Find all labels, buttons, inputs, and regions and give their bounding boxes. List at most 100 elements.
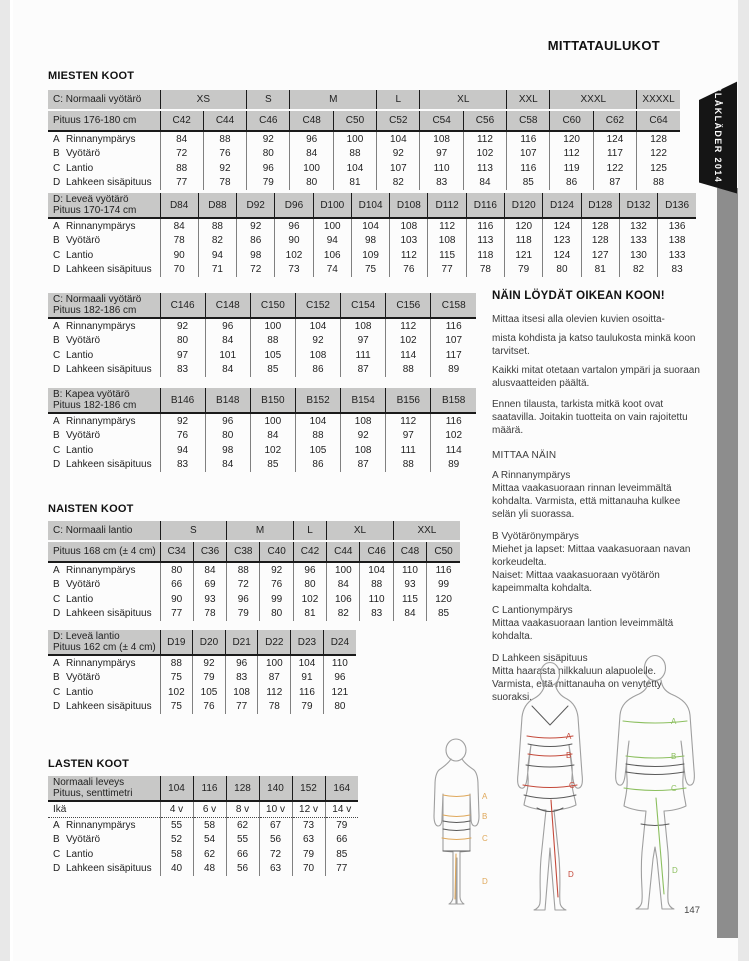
- size-code-header: B154: [340, 388, 386, 414]
- measurement-value: 62: [192, 847, 226, 862]
- size-code-header: D108: [389, 193, 428, 219]
- size-code-header: C38: [226, 541, 260, 563]
- measurement-value: 115: [427, 248, 467, 263]
- table-men-b-slim: B: Kapea vyötärö Pituus 182-186 cm B146 B14…: [48, 388, 476, 472]
- measurement-value: 104: [376, 131, 420, 147]
- measurement-value: 108: [427, 233, 467, 248]
- measurement-value: 88: [294, 428, 341, 443]
- size-group-header: XL: [419, 90, 507, 111]
- measurement-key: C: [53, 848, 61, 860]
- measurement-value: 122: [592, 161, 637, 176]
- measurement-key: D: [53, 177, 61, 189]
- size-code-header: C46: [246, 110, 290, 132]
- measurement-value: 84: [159, 131, 204, 147]
- measurement-value: 96: [204, 318, 251, 334]
- measurement-value: 55: [225, 832, 259, 847]
- size-code-header: C50: [332, 110, 377, 132]
- measurement-value: 85: [426, 606, 460, 621]
- measurement-value: 86: [294, 457, 341, 472]
- measurement-value: 80: [542, 262, 582, 277]
- measurement-value: 84: [159, 218, 199, 234]
- measurement-key: C: [53, 349, 61, 361]
- size-group-header: XXL: [392, 521, 460, 542]
- measurement-value: 90: [159, 248, 199, 263]
- measurement-value: 58: [159, 847, 193, 862]
- measurement-value: 70: [159, 262, 199, 277]
- measurement-value: 80: [289, 175, 334, 190]
- measurement-value: 84: [192, 562, 227, 578]
- measurement-value: 100: [249, 318, 296, 334]
- measurement-value: 116: [506, 131, 550, 147]
- table-label-line: Pituus 182-186 cm: [53, 400, 137, 411]
- measurement-row-label: A Rinnanympärys: [53, 657, 136, 669]
- measurement-value: 115: [392, 592, 427, 607]
- measurement-row-label: C Lantio: [53, 686, 94, 698]
- child-label-c: C: [482, 834, 488, 843]
- measurement-row-label: D Lahkeen sisäpituus: [53, 608, 152, 620]
- measurement-row-label: A Rinnanympärys: [53, 133, 136, 145]
- measurement-value: 83: [359, 606, 394, 621]
- measurement-value: 88: [385, 457, 431, 472]
- measurement-value: 102: [249, 443, 296, 458]
- measurement-value: 83: [419, 175, 464, 190]
- measurement-row-label: C Lantio: [53, 349, 94, 361]
- size-guide-column: NÄIN LÖYDÄT OIKEAN KOON! Mittaa itsesi a…: [492, 289, 700, 713]
- measurement-value: 84: [326, 577, 360, 592]
- measurement-value: 75: [159, 699, 193, 714]
- measurement-value: 100: [289, 161, 334, 176]
- measurement-value: 87: [592, 175, 637, 190]
- measurement-value: 120: [549, 131, 594, 147]
- measurement-value: 80: [159, 562, 194, 578]
- measurement-value: 80: [246, 146, 290, 161]
- measurement-value: 67: [258, 817, 292, 833]
- measurement-value: 71: [197, 262, 237, 277]
- measurement-key: C: [53, 249, 61, 261]
- measurement-value: 90: [159, 592, 194, 607]
- measurement-row-label: D Lahkeen sisäpituus: [53, 177, 152, 189]
- measurement-row-label: D Lahkeen sisäpituus: [53, 364, 152, 376]
- table-row: C Lantio 58 62 66 72 79 85: [48, 847, 358, 862]
- measurement-value: 100: [249, 413, 296, 429]
- size-code-header: C148: [204, 293, 251, 319]
- measurement-value: 116: [290, 685, 324, 700]
- table-label-line: Pituus 162 cm (± 4 cm): [53, 642, 156, 653]
- measurement-value: 78: [465, 262, 505, 277]
- table-label: C: Normaali lantio: [48, 521, 160, 542]
- measurement-value: 72: [159, 146, 204, 161]
- size-code-header: D132: [618, 193, 658, 219]
- measurement-value: 102: [274, 248, 314, 263]
- table-label-line: Normaali leveys: [53, 777, 125, 788]
- table-row: C Lantio 97 101 105 108 111 114 117: [48, 348, 476, 363]
- age-value: 4 v: [159, 801, 193, 818]
- measurement-row-label: A Rinnanympärys: [53, 220, 136, 232]
- measurement-value: 83: [224, 670, 258, 685]
- measurement-value: 93: [192, 592, 227, 607]
- table-women-c-normal: C: Normaali lantio S M L XL XXL Pituus 168 cm …: [48, 521, 460, 621]
- measurement-value: 112: [385, 413, 431, 429]
- measurement-value: 103: [389, 233, 428, 248]
- measure-heading: MITTAA NÄIN: [492, 449, 557, 461]
- size-code-header: D19: [159, 630, 193, 656]
- size-code-header: C40: [259, 541, 294, 563]
- measurement-row-label: A Rinnanympärys: [53, 320, 136, 332]
- finder-heading: NÄIN LÖYDÄT OIKEAN KOON!: [492, 290, 665, 302]
- measure-text: Mittaa vaakasuoraan rinnan leveimmältä k…: [492, 482, 681, 520]
- measurement-row-label: D Lahkeen sisäpituus: [53, 459, 152, 471]
- measurement-value: 125: [636, 161, 680, 176]
- measurement-figures: A B C D A B C D A B C D: [433, 654, 695, 911]
- size-code-header: B150: [249, 388, 296, 414]
- measurement-value: 89: [430, 457, 476, 472]
- measurement-value: 112: [389, 248, 428, 263]
- measurement-value: 116: [506, 161, 550, 176]
- size-code-header: D112: [427, 193, 467, 219]
- measurement-value: 106: [312, 248, 352, 263]
- measurement-value: 102: [385, 333, 431, 348]
- table-row: A Rinnanympärys 92 96 100 104 108 112 116: [48, 318, 476, 334]
- size-code-header: D128: [580, 193, 620, 219]
- measurement-value: 96: [246, 161, 290, 176]
- measure-title: A Rinnanympärys: [492, 469, 571, 481]
- measurement-value: 92: [246, 131, 290, 147]
- measurement-value: 79: [324, 817, 358, 833]
- measurement-value: 77: [159, 175, 204, 190]
- measurement-value: 79: [291, 847, 325, 862]
